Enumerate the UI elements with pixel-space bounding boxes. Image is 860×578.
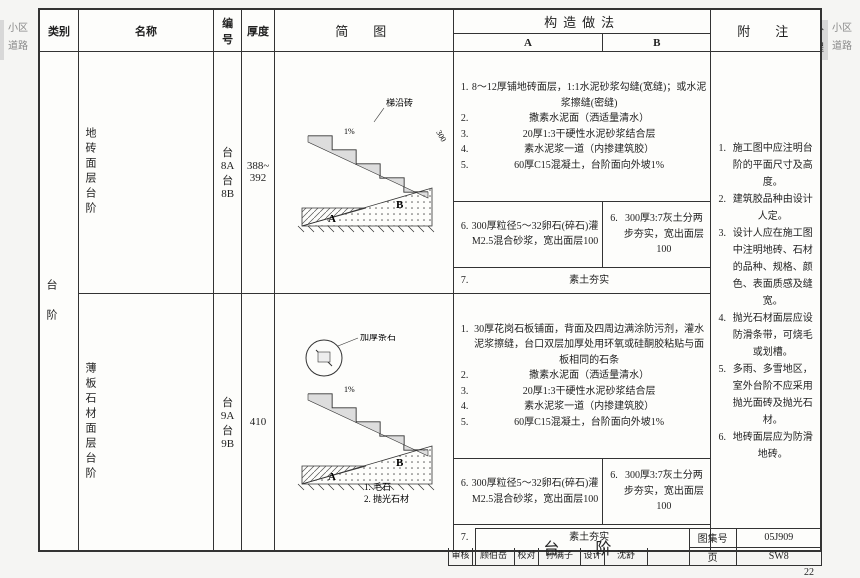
method-1-5: 30厚花岗石板铺面，背面及四周边满涂防污剂，灌水泥浆擦缝，台口双层加厚处用环氧或… [453, 293, 711, 458]
hdr-category: 类别 [40, 10, 79, 52]
svg-text:1%: 1% [344, 127, 355, 136]
row-thickness: 410 [242, 293, 275, 550]
hdr-method-b: B [603, 34, 711, 52]
proof-label: 校对 [515, 548, 539, 565]
hdr-thickness: 厚度 [242, 10, 275, 52]
hdr-diagram: 简 图 [274, 10, 453, 52]
method-6a: 300厚粒径5～32卵石(碎石)灌M2.5混合砂浆，宽出面层100 [453, 459, 602, 525]
category-label: 台 阶 [43, 279, 59, 324]
design-name: 沈舒 [605, 548, 647, 565]
title-block: 台 阶 图集号 05J909 页 SW8 审核 顾伯岳 校对 孙满子 设计 沈舒 [38, 528, 822, 566]
row-code: 台8A 台8B [214, 52, 242, 294]
hdr-notes: 附 注 [711, 10, 821, 52]
drawing-sheet: 类别 名称 编号 厚度 简 图 构造做法 附 注 A B 台 阶 地砖面层台阶 台8… [38, 8, 822, 552]
svg-text:加厚条石: 加厚条石 [360, 334, 396, 342]
svg-text:B: B [396, 199, 404, 211]
hdr-method-a: A [453, 34, 602, 52]
hdr-code: 编号 [214, 10, 242, 52]
svg-text:梯沿砖: 梯沿砖 [386, 97, 413, 108]
method-7: 素土夯实 [453, 267, 711, 293]
page-number: 22 [804, 567, 814, 578]
notes-cell: 施工图中应注明台阶的平面尺寸及高度。建筑胶品种由设计人定。设计人应在施工图中注明… [711, 52, 821, 551]
left-nav-tabs: 小区道路室外工程台阶坡道散水运动场地 [4, 20, 32, 78]
page-label: 页 [689, 547, 736, 566]
proof-name: 孙满子 [539, 548, 581, 565]
svg-text:300: 300 [434, 129, 448, 144]
page-value: SW8 [736, 547, 821, 566]
row-thickness: 388~ 392 [242, 52, 275, 294]
row-name: 薄板石材面层台阶 [82, 362, 98, 482]
svg-text:1. 毛石: 1. 毛石 [364, 481, 391, 492]
stair-diagram-svg: 梯沿砖 1% 300 A B [278, 92, 450, 252]
stair-diagram-svg: 加厚条石 1% A B 1. 毛石2. 抛光石材 [278, 334, 450, 510]
check-name: 顾伯岳 [473, 548, 515, 565]
nav-tab: 小区道路 [828, 20, 856, 56]
method-6a: 300厚粒径5～32卵石(碎石)灌M2.5混合砂浆，宽出面层100 [453, 202, 602, 268]
svg-text:A: A [328, 471, 336, 483]
set-label: 图集号 [689, 529, 736, 548]
svg-text:2. 抛光石材: 2. 抛光石材 [364, 493, 409, 504]
design-label: 设计 [581, 548, 605, 565]
svg-text:A: A [328, 213, 336, 225]
method-6b: 300厚3:7灰土分两步夯实，宽出面层100 [603, 459, 711, 525]
main-table: 类别 名称 编号 厚度 简 图 构造做法 附 注 A B 台 阶 地砖面层台阶 台8… [39, 9, 821, 551]
svg-text:B: B [396, 457, 404, 469]
row-name: 地砖面层台阶 [82, 127, 98, 217]
svg-text:1%: 1% [344, 385, 355, 394]
check-label: 审核 [449, 548, 473, 565]
method-6b: 300厚3:7灰土分两步夯实，宽出面层100 [603, 202, 711, 268]
nav-tab: 小区道路 [4, 20, 32, 56]
set-value: 05J909 [736, 529, 821, 548]
hdr-method: 构造做法 [453, 10, 711, 34]
hdr-name: 名称 [79, 10, 214, 52]
method-1-5: 8～12厚铺地砖面层，1:1水泥砂浆勾缝(宽缝)；或水泥浆擦缝(密缝)撒素水泥面… [453, 52, 711, 202]
nav-tab: 室外工程 [0, 20, 4, 60]
row-code: 台9A 台9B [214, 293, 242, 550]
diagram-cell: 梯沿砖 1% 300 A B [274, 52, 453, 294]
right-nav-tabs: 小区道路室外工程台阶坡道散水运动场地 [828, 20, 856, 78]
diagram-cell: 加厚条石 1% A B 1. 毛石2. 抛光石材 [274, 293, 453, 550]
